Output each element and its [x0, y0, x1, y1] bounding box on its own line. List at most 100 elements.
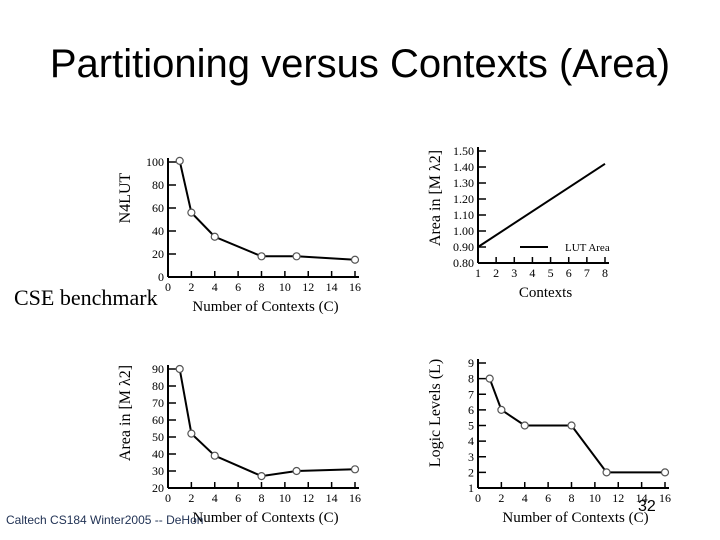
y-axis-label: Area in [M λ2]: [117, 365, 134, 461]
x-tick-label: 6: [545, 491, 551, 505]
data-point: [187, 429, 196, 438]
data-point: [485, 374, 494, 383]
y-tick-label: 20: [152, 247, 164, 261]
data-point: [350, 255, 360, 264]
slide-number: 32: [638, 498, 656, 515]
x-tick-label: 0: [475, 491, 481, 505]
data-point: [257, 252, 266, 261]
x-tick-label: 6: [235, 280, 241, 294]
y-tick-label: 60: [152, 413, 164, 427]
x-tick-label: 4: [522, 491, 528, 505]
data-point: [292, 252, 301, 261]
y-tick-label: 1.40: [453, 160, 474, 174]
y-tick-label: 1.10: [453, 208, 474, 222]
y-tick-label: 40: [152, 224, 164, 238]
y-tick-label: 1.20: [453, 192, 474, 206]
y-tick-label: 0: [158, 270, 164, 284]
y-tick-label: 3: [468, 450, 474, 464]
x-tick-label: 2: [493, 266, 499, 280]
x-tick-label: 4: [529, 266, 535, 280]
data-point: [520, 421, 529, 430]
y-tick-label: 70: [152, 396, 164, 410]
y-tick-label: 50: [152, 430, 164, 444]
x-tick-label: 3: [511, 266, 517, 280]
y-axis-label: N4LUT: [117, 172, 134, 223]
x-tick-label: 8: [259, 491, 265, 505]
x-tick-label: 10: [279, 280, 291, 294]
footer-text: Caltech CS184 Winter2005 -- DeHon: [6, 513, 204, 527]
x-tick-label: 7: [584, 266, 590, 280]
y-tick-label: 80: [152, 379, 164, 393]
y-tick-label: 7: [468, 387, 474, 401]
x-tick-label: 8: [569, 491, 575, 505]
data-point: [602, 468, 611, 477]
x-tick-label: 6: [566, 266, 572, 280]
data-point: [660, 468, 670, 477]
x-axis-label: Number of Contexts (C): [192, 510, 338, 526]
data-point: [175, 156, 184, 165]
series-line: [477, 162, 606, 248]
y-tick-label: 30: [152, 464, 164, 478]
y-tick-label: 1.00: [453, 224, 474, 238]
y-tick-label: 0.80: [453, 256, 474, 270]
y-tick-label: 1.30: [453, 176, 474, 190]
benchmark-label: CSE benchmark: [14, 285, 158, 310]
y-tick-label: 100: [146, 155, 164, 169]
y-axis-label: Area in [M λ2]: [427, 150, 444, 246]
chart-lut-area-vs-contexts: 0.80 0.90 1.00 1.10 1.20 1.30 1.40 1.50 1 2 3 4 5 6 7 8…: [427, 144, 610, 301]
y-tick-label: 60: [152, 201, 164, 215]
x-tick-label: 8: [602, 266, 608, 280]
x-tick-label: 2: [498, 491, 504, 505]
x-tick-label: 12: [302, 280, 314, 294]
x-tick-label: 12: [302, 491, 314, 505]
slide-title: Partitioning versus Contexts (Area): [49, 42, 671, 86]
y-axis-label: Logic Levels (L): [427, 359, 444, 467]
x-axis-label: Contexts: [519, 285, 572, 301]
y-tick-label: 8: [468, 372, 474, 386]
y-tick-label: 5: [468, 419, 474, 433]
x-tick-label: 0: [165, 280, 171, 294]
x-tick-label: 14: [326, 491, 338, 505]
data-point: [350, 465, 360, 474]
x-tick-label: 10: [589, 491, 601, 505]
x-tick-label: 8: [259, 280, 265, 294]
y-tick-label: 0.90: [453, 240, 474, 254]
data-point: [497, 405, 506, 414]
x-tick-label: 4: [212, 280, 218, 294]
y-tick-label: 2: [468, 465, 474, 479]
x-tick-label: 14: [636, 491, 648, 505]
x-tick-label: 14: [326, 280, 338, 294]
x-tick-label: 5: [548, 266, 554, 280]
y-tick-label: 1.50: [453, 144, 474, 158]
x-tick-label: 1: [475, 266, 481, 280]
x-tick-label: 2: [188, 280, 194, 294]
y-tick-label: 40: [152, 447, 164, 461]
y-tick-label: 1: [468, 481, 474, 495]
y-tick-label: 9: [468, 356, 474, 370]
data-point: [567, 421, 576, 430]
x-tick-label: 4: [212, 491, 218, 505]
series-line: [488, 378, 665, 474]
data-point: [210, 451, 219, 460]
legend-label: LUT Area: [565, 242, 610, 254]
x-axis-label: Number of Contexts (C): [192, 299, 338, 315]
chart-area-vs-contexts: 20 30 40 50 60 70 80 90 0 2 4 6 8 10 12 14 16 Number of C…: [117, 362, 361, 526]
data-point: [257, 471, 266, 481]
x-tick-label: 16: [659, 491, 671, 505]
y-tick-label: 20: [152, 481, 164, 495]
y-tick-label: 6: [468, 403, 474, 417]
x-tick-label: 2: [188, 491, 194, 505]
data-point: [187, 208, 196, 217]
data-point: [175, 364, 184, 374]
x-tick-label: 6: [235, 491, 241, 505]
y-tick-label: 90: [152, 362, 164, 376]
x-tick-label: 0: [165, 491, 171, 505]
x-tick-label: 10: [279, 491, 291, 505]
x-axis-label: Number of Contexts (C): [502, 510, 648, 526]
series-line: [178, 368, 356, 478]
data-point: [210, 232, 219, 241]
x-tick-label: 12: [612, 491, 624, 505]
data-point: [292, 466, 301, 476]
y-tick-label: 4: [468, 434, 474, 448]
